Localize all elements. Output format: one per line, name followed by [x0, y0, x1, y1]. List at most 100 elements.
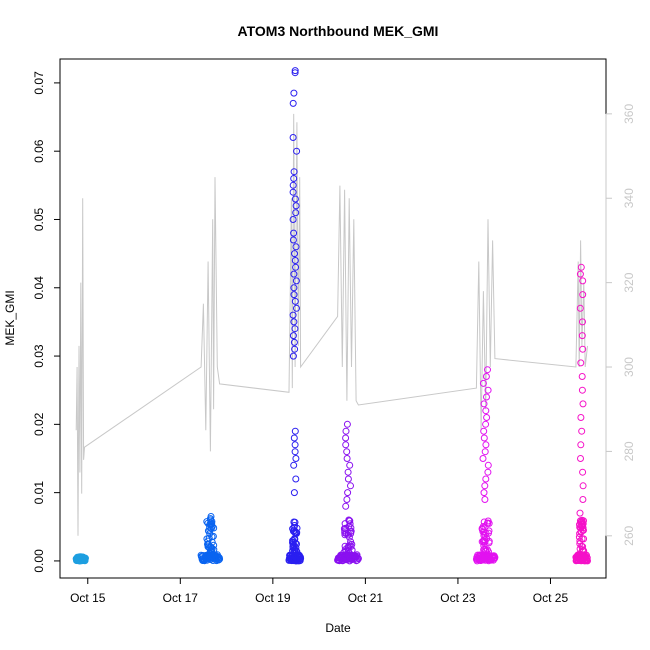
- data-point: [578, 386, 586, 394]
- data-point: [482, 475, 490, 483]
- axes: 0.00 0.01 0.02 0.03 0.04 0.05 0.06 0.07 260 280 30…: [32, 58, 636, 605]
- data-point: [577, 263, 585, 271]
- data-point: [340, 553, 348, 561]
- data-point: [290, 291, 298, 299]
- x-axis-title: Date: [325, 621, 351, 635]
- plot-frame: [59, 58, 607, 579]
- data-point: [482, 407, 490, 415]
- data-point: [290, 175, 298, 182]
- data-point: [578, 553, 586, 561]
- y2-tick-label: 360: [622, 104, 636, 124]
- data-point: [482, 373, 490, 380]
- data-point: [293, 540, 300, 548]
- data-point: [290, 89, 298, 97]
- data-point: [346, 520, 354, 528]
- data-point: [208, 523, 216, 531]
- data-point: [291, 257, 299, 264]
- x-tick-label: Oct 19: [255, 591, 291, 605]
- data-point: [290, 284, 298, 292]
- data-point: [341, 527, 349, 535]
- data-point: [577, 455, 584, 462]
- data-point: [343, 420, 351, 428]
- data-point: [291, 518, 299, 526]
- data-point: [578, 373, 586, 380]
- data-point: [576, 509, 584, 517]
- secondary-series-line: [75, 113, 588, 536]
- x-tick-label: Oct 17: [163, 591, 199, 605]
- data-point: [479, 379, 487, 387]
- data-point: [291, 427, 299, 435]
- data-point: [579, 345, 587, 353]
- data-point: [481, 536, 489, 544]
- data-point: [579, 318, 586, 326]
- data-point: [578, 523, 586, 531]
- data-point: [485, 519, 493, 527]
- data-point: [576, 537, 584, 545]
- data-point: [577, 414, 585, 421]
- data-point: [289, 236, 297, 244]
- data-point: [577, 441, 585, 449]
- data-point: [579, 277, 587, 285]
- data-point: [484, 386, 492, 394]
- data-point: [580, 517, 587, 525]
- data-point: [482, 420, 490, 428]
- y-tick-label: 0.01: [32, 481, 46, 505]
- data-point: [289, 134, 297, 141]
- data-point: [291, 325, 299, 333]
- data-point: [291, 345, 299, 353]
- data-point: [344, 475, 352, 483]
- y2-tick-label: 300: [622, 357, 636, 377]
- data-point: [290, 229, 298, 237]
- mek-points-series: [72, 67, 591, 565]
- data-point: [207, 543, 215, 551]
- data-point: [290, 270, 298, 278]
- data-point: [342, 502, 350, 510]
- data-point: [290, 338, 298, 346]
- data-point: [347, 538, 355, 546]
- data-point: [292, 263, 300, 271]
- data-point: [479, 455, 487, 462]
- data-point: [289, 332, 297, 340]
- y-tick-label: 0.05: [32, 207, 46, 231]
- data-point: [289, 537, 297, 545]
- data-point: [289, 181, 297, 189]
- data-point: [485, 529, 492, 537]
- data-point: [292, 202, 300, 210]
- data-point: [291, 67, 299, 75]
- data-point: [76, 553, 84, 561]
- data-point: [480, 489, 488, 497]
- data-point: [344, 529, 352, 537]
- data-point: [483, 519, 491, 527]
- data-point: [579, 400, 587, 408]
- data-point: [293, 304, 300, 312]
- data-point: [291, 441, 299, 449]
- data-point: [576, 270, 584, 278]
- data-point: [216, 555, 224, 563]
- data-point: [206, 530, 214, 538]
- data-point: [485, 537, 493, 545]
- data-point: [346, 461, 354, 469]
- data-point: [289, 525, 297, 533]
- data-point: [290, 168, 298, 176]
- y-axis-title: MEK_GMI: [3, 290, 17, 345]
- data-point: [293, 524, 301, 532]
- data-point: [291, 195, 299, 203]
- data-point: [583, 554, 591, 562]
- data-point: [78, 554, 85, 562]
- data-point: [348, 546, 356, 554]
- y-tick-label: 0.04: [32, 276, 46, 300]
- data-point: [347, 542, 355, 550]
- data-point: [290, 434, 298, 442]
- data-point: [482, 441, 490, 449]
- data-point: [293, 147, 301, 155]
- data-point: [483, 393, 490, 401]
- data-point: [578, 332, 586, 340]
- data-point: [292, 475, 300, 483]
- data-point: [480, 400, 488, 408]
- data-point: [354, 555, 362, 563]
- data-point: [481, 482, 489, 490]
- data-point: [206, 553, 214, 561]
- y-tick-label: 0.02: [32, 412, 46, 436]
- data-point: [579, 496, 587, 503]
